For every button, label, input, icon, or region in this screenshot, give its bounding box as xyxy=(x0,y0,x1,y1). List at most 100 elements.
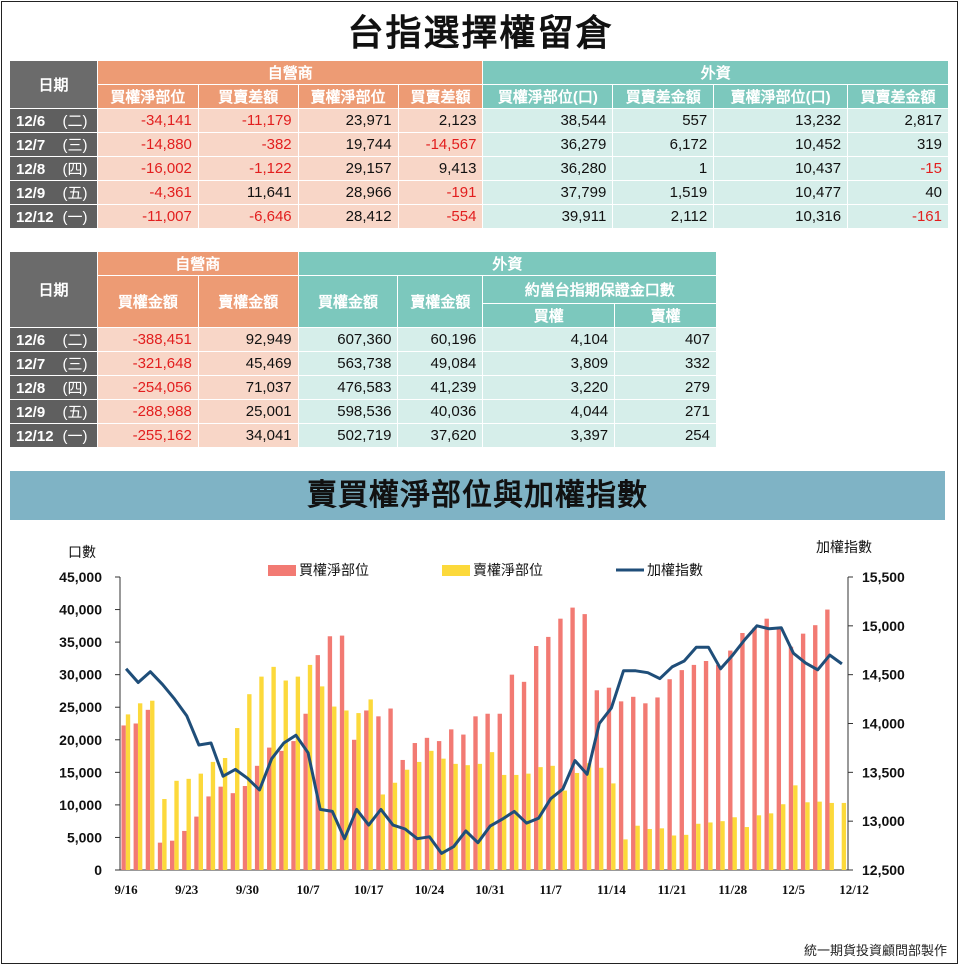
call-net-bar xyxy=(206,796,211,870)
put-net-bar xyxy=(732,817,737,870)
col-header: 賣權金額 xyxy=(397,275,484,328)
right-tick-label: 14,000 xyxy=(862,716,905,732)
table-row: 12/8 (四) -16,002 -1,122 29,157 9,413 36,280 1 10… xyxy=(9,156,949,181)
table-cell: -14,567 xyxy=(397,132,484,157)
put-net-bar xyxy=(429,750,434,870)
table-cell: 598,536 xyxy=(297,399,399,424)
put-net-bar xyxy=(150,700,155,870)
put-net-bar xyxy=(489,752,495,870)
legend-index: 加權指數 xyxy=(616,563,703,579)
table-cell: 607,360 xyxy=(297,327,399,352)
call-net-bar xyxy=(424,737,430,870)
call-net-bar xyxy=(655,697,660,870)
table-cell: -554 xyxy=(397,204,484,229)
table-cell: -34,141 xyxy=(96,108,199,133)
put-net-bar xyxy=(356,713,361,870)
call-net-bar xyxy=(388,708,393,870)
table-cell: 36,279 xyxy=(482,132,614,157)
put-net-bar xyxy=(380,794,385,870)
date-text: 12/7 xyxy=(16,137,46,154)
chart-title-banner: 賣買權淨部位與加權指數 xyxy=(10,471,945,520)
put-net-bar xyxy=(659,828,665,870)
table-cell: -4,361 xyxy=(96,180,199,205)
put-net-bar xyxy=(404,769,410,870)
call-net-bar xyxy=(800,633,806,870)
put-net-bar xyxy=(125,714,131,870)
call-net-bar xyxy=(497,713,502,870)
weekday-text: (五) xyxy=(62,185,88,202)
call-net-bar xyxy=(449,729,454,870)
table-cell: 3,397 xyxy=(482,423,616,448)
x-tick-label: 9/23 xyxy=(175,882,199,897)
date-text: 12/9 xyxy=(16,185,46,202)
table-cell: 13,232 xyxy=(713,108,849,133)
put-net-bar xyxy=(623,839,628,870)
call-net-bar xyxy=(315,655,320,870)
call-net-bar xyxy=(133,723,138,870)
left-tick-label: 35,000 xyxy=(59,634,102,650)
table-cell: 60,196 xyxy=(397,327,484,352)
put-net-bar xyxy=(501,774,507,870)
call-net-bar xyxy=(303,713,308,870)
col-header: 買權金額 xyxy=(96,275,199,328)
right-tick-label: 13,500 xyxy=(862,764,905,780)
table-cell: -1,122 xyxy=(197,156,299,181)
table-row: 12/12 (一) -255,162 34,041 502,719 37,620 3,397… xyxy=(9,423,717,448)
table-cell: 557 xyxy=(612,108,715,133)
weekday-text: (一) xyxy=(62,209,88,226)
x-tick-label: 12/5 xyxy=(782,882,806,897)
put-net-bar xyxy=(417,761,422,870)
put-net-bar xyxy=(198,773,203,870)
put-net-bar xyxy=(586,763,592,870)
call-net-bar xyxy=(691,664,697,870)
table-cell: -161 xyxy=(847,204,949,229)
put-net-bar xyxy=(283,680,288,870)
call-net-bar xyxy=(618,701,624,870)
put-net-bar xyxy=(708,822,713,870)
call-net-bar xyxy=(764,618,769,870)
put-net-bar xyxy=(599,767,604,870)
table-cell: 28,412 xyxy=(297,204,399,229)
table-cell: 3,220 xyxy=(482,375,616,400)
date-header: 日期 xyxy=(9,251,98,328)
call-net-bar xyxy=(703,660,709,870)
put-net-bar xyxy=(368,699,373,870)
table-cell: 36,280 xyxy=(482,156,614,181)
legend-call: 買權淨部位 xyxy=(268,563,369,579)
row-date: 12/9 (五) xyxy=(9,399,98,424)
dealer-group-header: 自營商 xyxy=(96,60,484,85)
table-cell: 34,041 xyxy=(197,423,299,448)
table-cell: 29,157 xyxy=(297,156,399,181)
col-header: 買賣差額 xyxy=(197,84,299,109)
put-net-bar xyxy=(344,710,349,870)
amounts-table: 日期 自營商 外資 買權金額 賣權金額 買權金額 賣權金額 約當台指期保證金口數… xyxy=(9,251,718,448)
legend-call-swatch xyxy=(268,565,296,576)
row-date: 12/9 (五) xyxy=(9,180,98,205)
table-cell: 40,036 xyxy=(397,399,484,424)
put-net-bar xyxy=(683,834,689,870)
col-header: 買賣差金額 xyxy=(612,84,715,109)
table-cell: 37,620 xyxy=(397,423,484,448)
call-net-bar xyxy=(461,734,466,870)
put-net-bar xyxy=(829,802,834,870)
call-net-bar xyxy=(291,741,296,870)
table-cell: 39,911 xyxy=(482,204,614,229)
table-row: 12/6 (二) -34,141 -11,179 23,971 2,123 38,544 55… xyxy=(9,108,949,133)
call-net-bar xyxy=(218,786,223,870)
credit-text: 統一期貨投資顧問部製作 xyxy=(803,944,947,959)
table-row: 12/12 (一) -11,007 -6,646 28,412 -554 39,911 2,1… xyxy=(9,204,949,229)
put-net-bar xyxy=(137,703,143,870)
table-cell: -191 xyxy=(397,180,484,205)
put-net-bar xyxy=(441,758,446,870)
put-net-bar xyxy=(720,821,725,870)
table-cell: 3,809 xyxy=(482,351,616,376)
call-net-bar xyxy=(351,739,357,870)
left-tick-label: 25,000 xyxy=(59,699,102,715)
put-net-bar xyxy=(793,785,798,870)
table-row: 12/7 (三) -321,648 45,469 563,738 49,084 3,809 3… xyxy=(9,351,717,376)
put-net-bar xyxy=(647,828,652,870)
col-header: 買賣差額 xyxy=(397,84,484,109)
right-tick-label: 15,500 xyxy=(862,569,905,585)
legend-put-label: 賣權淨部位 xyxy=(473,563,543,579)
